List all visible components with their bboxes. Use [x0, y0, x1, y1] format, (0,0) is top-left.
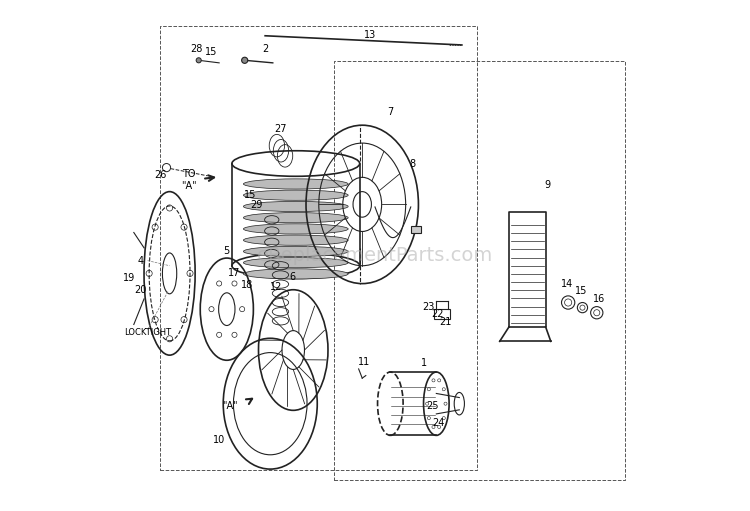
Text: LOCKTIGHT: LOCKTIGHT — [124, 328, 171, 337]
Text: 10: 10 — [213, 435, 225, 446]
Text: 15: 15 — [244, 190, 256, 200]
Text: 25: 25 — [426, 401, 439, 411]
Text: 5: 5 — [224, 246, 230, 257]
Bar — [433, 309, 450, 319]
Circle shape — [196, 58, 201, 63]
Ellipse shape — [244, 269, 348, 279]
Text: 15: 15 — [206, 47, 218, 57]
Text: 14: 14 — [561, 278, 573, 289]
Text: 28: 28 — [190, 43, 202, 54]
Ellipse shape — [244, 235, 348, 245]
Text: 18: 18 — [242, 280, 254, 290]
Text: 1: 1 — [421, 358, 427, 368]
Text: 24: 24 — [433, 418, 445, 428]
Text: 27: 27 — [274, 124, 286, 134]
Ellipse shape — [244, 213, 348, 223]
Text: 17: 17 — [228, 268, 241, 278]
Text: 22: 22 — [431, 309, 443, 319]
Text: 20: 20 — [134, 285, 146, 295]
Text: 4: 4 — [138, 256, 144, 266]
Text: "A": "A" — [222, 401, 238, 411]
Text: 21: 21 — [440, 317, 452, 327]
Text: 12: 12 — [270, 282, 282, 292]
Text: 19: 19 — [122, 273, 135, 284]
Text: 11: 11 — [358, 357, 370, 367]
Text: 7: 7 — [387, 107, 394, 118]
Text: 26: 26 — [154, 170, 166, 180]
Ellipse shape — [244, 224, 348, 234]
Ellipse shape — [244, 190, 348, 200]
Text: 2: 2 — [262, 43, 268, 54]
Text: 15: 15 — [575, 286, 588, 296]
Ellipse shape — [244, 201, 348, 212]
Ellipse shape — [244, 179, 348, 189]
Text: 6: 6 — [290, 272, 296, 282]
Text: TO
"A": TO "A" — [181, 169, 196, 191]
Text: 23: 23 — [422, 301, 435, 312]
Text: 13: 13 — [364, 30, 376, 40]
Text: 29: 29 — [251, 200, 262, 211]
Text: 8: 8 — [410, 158, 416, 169]
Text: 16: 16 — [592, 294, 605, 304]
Bar — [411, 226, 421, 233]
Circle shape — [242, 57, 248, 63]
Ellipse shape — [244, 246, 348, 257]
Text: eReplacementParts.com: eReplacementParts.com — [256, 246, 494, 265]
Ellipse shape — [244, 258, 348, 268]
Text: 9: 9 — [544, 180, 550, 190]
